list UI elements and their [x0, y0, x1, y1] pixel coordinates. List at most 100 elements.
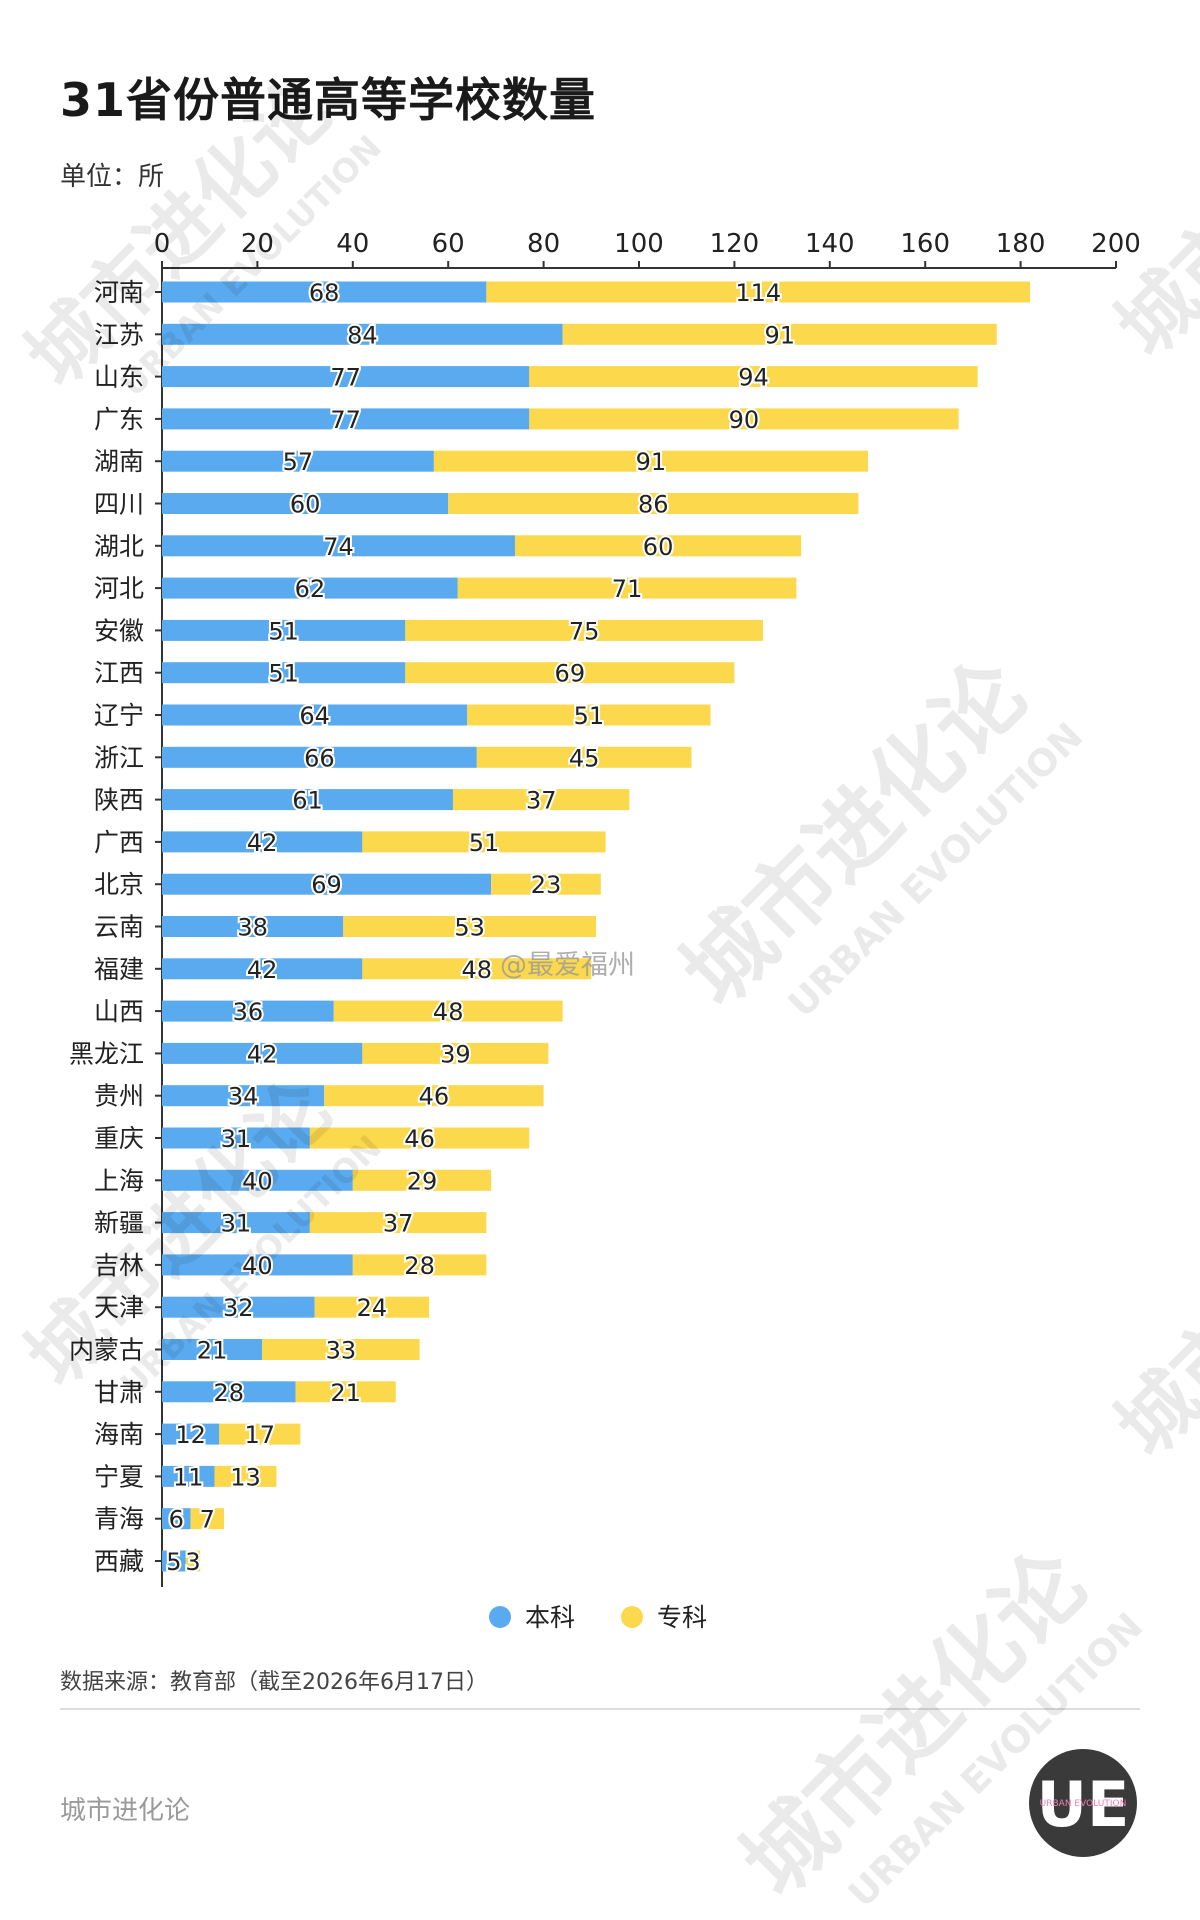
bar-zhuanke	[314, 1296, 430, 1318]
bar-zhuanke	[214, 1465, 277, 1487]
y-category-label: 江西	[94, 659, 144, 688]
bar-value-label: 5	[166, 1548, 181, 1576]
bar-value-label: 86	[638, 491, 669, 519]
x-tick-label: 180	[996, 229, 1046, 259]
y-category-label: 福建	[94, 955, 144, 984]
bar-zhuanke	[219, 1423, 301, 1445]
bar-value-label: 69	[555, 660, 586, 688]
y-category-label: 新疆	[94, 1209, 144, 1238]
bar-value-label: 53	[454, 914, 485, 942]
x-tick-label: 60	[432, 229, 465, 259]
bar-benke	[162, 619, 406, 641]
bar-zhuanke	[529, 408, 959, 430]
bar-value-label: 46	[419, 1083, 450, 1111]
bar-value-label: 31	[221, 1125, 252, 1153]
bar-value-label: 21	[330, 1379, 361, 1407]
bar-value-label: 51	[574, 702, 605, 730]
x-tick-label: 80	[527, 229, 560, 259]
bar-benke	[162, 1465, 215, 1487]
bar-benke	[162, 789, 453, 811]
bar-value-label: 77	[330, 364, 361, 392]
y-category-label: 北京	[94, 870, 144, 899]
bar-value-label: 84	[347, 321, 378, 349]
bar-zhuanke	[405, 619, 764, 641]
bar-zhuanke	[448, 493, 859, 514]
bar-value-label: 3	[185, 1548, 200, 1576]
bar-benke	[162, 704, 468, 726]
y-category-label: 上海	[94, 1166, 144, 1195]
brand-name: 城市进化论	[60, 1796, 191, 1826]
bar-zhuanke	[295, 1381, 396, 1403]
legend-swatch	[489, 1606, 511, 1628]
bar-value-label: 7	[200, 1506, 215, 1534]
bar-benke	[162, 281, 487, 303]
bar-zhuanke	[486, 281, 1031, 303]
bar-zhuanke	[190, 1508, 225, 1530]
bar-value-label: 46	[404, 1125, 435, 1153]
y-category-label: 湖南	[94, 447, 144, 476]
svg-text:UE: UE	[1037, 1768, 1130, 1841]
bar-benke	[162, 662, 406, 684]
bar-benke	[162, 1085, 325, 1107]
bar-value-label: 69	[311, 871, 342, 899]
data-source-note: 数据来源：教育部（截至2026年6月17日）	[60, 1670, 488, 1695]
bar-value-label: 11	[173, 1463, 204, 1491]
bar-value-label: 37	[383, 1210, 414, 1238]
bar-benke	[162, 1339, 263, 1360]
bar-value-label: 42	[247, 1040, 278, 1068]
bar-value-label: 75	[569, 617, 600, 645]
bar-value-label: 36	[233, 998, 264, 1026]
y-category-label: 内蒙古	[69, 1336, 144, 1365]
bar-zhuanke	[476, 746, 692, 768]
bar-value-label: 71	[612, 575, 643, 603]
bar-value-label: 31	[221, 1210, 252, 1238]
x-tick-label: 140	[805, 229, 855, 259]
y-category-label: 广东	[94, 405, 144, 434]
bar-value-label: 40	[242, 1167, 273, 1195]
bar-benke	[162, 1127, 310, 1149]
bar-value-label: 42	[247, 829, 278, 857]
bar-value-label: 21	[197, 1337, 228, 1365]
bar-value-label: 39	[440, 1040, 471, 1068]
stacked-bar-chart: 0 20 40 60 80 100 120 140 160 180 200 河南 68 114 江苏 84 91…	[69, 229, 1141, 1632]
bar-value-label: 45	[569, 744, 600, 772]
y-category-label: 浙江	[94, 743, 144, 772]
bar-zhuanke	[362, 1042, 549, 1064]
unit-label: 单位：所	[60, 162, 165, 192]
bar-benke	[162, 323, 563, 345]
bar-value-label: 91	[764, 321, 795, 349]
bar-zhuanke	[562, 323, 997, 345]
ue-logo-icon: UE URBAN EVOLUTION	[1029, 1749, 1137, 1857]
bar-value-label: 34	[228, 1083, 259, 1111]
bar-value-label: 57	[283, 448, 314, 476]
bar-value-label: 90	[729, 406, 760, 434]
bar-zhuanke	[452, 789, 630, 811]
x-tick-label: 120	[710, 229, 760, 259]
y-category-label: 西藏	[94, 1547, 144, 1576]
bar-zhuanke	[309, 1127, 530, 1149]
y-category-label: 山东	[94, 363, 144, 392]
bar-zhuanke	[262, 1339, 420, 1360]
bar-value-label: 23	[531, 871, 562, 899]
bar-zhuanke	[333, 1000, 563, 1022]
y-category-label: 四川	[94, 490, 144, 519]
bar-zhuanke	[352, 1169, 492, 1191]
y-category-label: 甘肃	[94, 1378, 144, 1407]
bar-value-label: 37	[526, 787, 557, 815]
bar-value-label: 62	[295, 575, 326, 603]
bar-benke	[162, 1000, 334, 1022]
legend-label: 专科	[657, 1603, 707, 1632]
y-category-label: 河北	[94, 574, 144, 603]
bar-value-label: 13	[230, 1463, 261, 1491]
y-category-label: 陕西	[94, 786, 144, 815]
bar-zhuanke	[491, 873, 601, 895]
bar-benke	[162, 366, 530, 388]
bar-value-label: 40	[242, 1252, 273, 1280]
bar-benke	[162, 746, 477, 768]
bar-value-label: 51	[469, 829, 500, 857]
bar-zhuanke	[405, 662, 735, 684]
bar-value-label: 48	[462, 956, 493, 984]
bar-benke	[162, 1423, 220, 1445]
bar-benke	[162, 831, 363, 853]
bar-zhuanke	[185, 1550, 201, 1572]
